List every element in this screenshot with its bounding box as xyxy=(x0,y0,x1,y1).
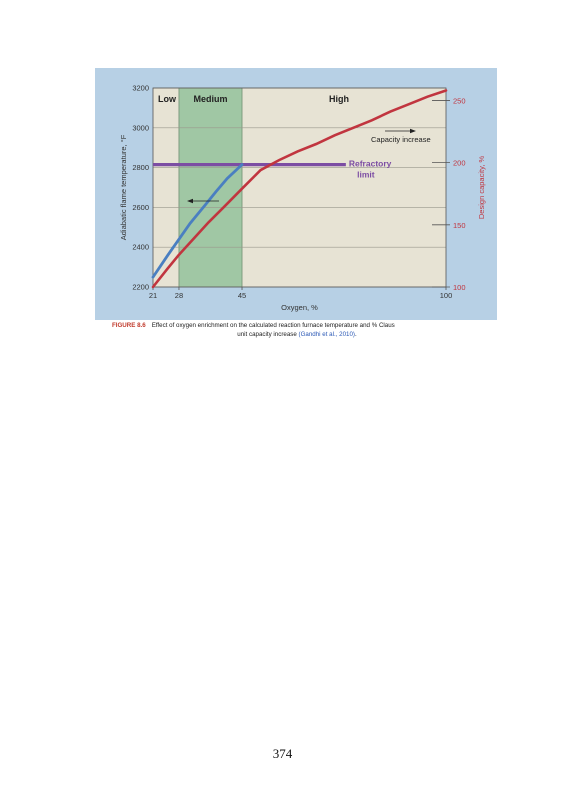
region-label-high: High xyxy=(329,94,349,104)
caption-citation[interactable]: (Gandhi et al., 2010) xyxy=(298,330,355,338)
x-tick-label: 45 xyxy=(238,291,246,300)
x-tick-label: 28 xyxy=(175,291,183,300)
capacity-curve xyxy=(151,89,448,289)
y-right-tick-label: 250 xyxy=(453,96,466,105)
figure-caption: FIGURE 8.6 Effect of oxygen enrichment on… xyxy=(112,322,462,339)
caption-end: . xyxy=(354,330,357,338)
y-left-tick-label: 2800 xyxy=(132,163,149,172)
medium-region-band xyxy=(178,88,243,287)
caption-text-line2: unit capacity increase xyxy=(237,330,297,338)
x-tick-label: 21 xyxy=(149,291,157,300)
figure: 2200 2400 2600 2800 3000 3200 21 28 45 100 Oxygen,… xyxy=(95,68,497,320)
refractory-limit-label-line1: Refractory xyxy=(349,159,392,169)
y-left-tick-label: 2400 xyxy=(132,243,149,252)
plot-frame xyxy=(152,87,447,288)
figure-label: FIGURE 8.6 xyxy=(112,322,146,329)
x-tick-label: 100 xyxy=(440,291,453,300)
y-left-axis-label: Adiabatic flame temperature, °F xyxy=(119,134,128,240)
y-left-tick-label: 2200 xyxy=(132,283,149,292)
temperature-axis-arrow-head xyxy=(187,198,193,204)
y-left-tick-label: 2600 xyxy=(132,203,149,212)
temperature-curve xyxy=(151,163,244,279)
chart: 2200 2400 2600 2800 3000 3200 21 28 45 100 Oxygen,… xyxy=(95,68,497,320)
y-right-axis-label: Design capacity, % xyxy=(477,156,486,220)
refractory-limit-label-line2: limit xyxy=(357,170,375,180)
region-label-low: Low xyxy=(158,94,177,104)
y-right-tick-label: 100 xyxy=(453,283,466,292)
caption-text-line1: Effect of oxygen enrichment on the calcu… xyxy=(151,322,395,329)
capacity-arrow-head xyxy=(410,128,416,134)
x-axis-label: Oxygen, % xyxy=(281,303,318,312)
y-right-tick-label: 200 xyxy=(453,159,466,168)
y-left-tick-label: 3200 xyxy=(132,84,149,93)
region-label-medium: Medium xyxy=(193,94,227,104)
page-number: 374 xyxy=(272,746,293,761)
y-right-tick-label: 150 xyxy=(453,221,466,230)
capacity-increase-label: Capacity increase xyxy=(371,135,431,144)
y-left-tick-label: 3000 xyxy=(132,123,149,132)
